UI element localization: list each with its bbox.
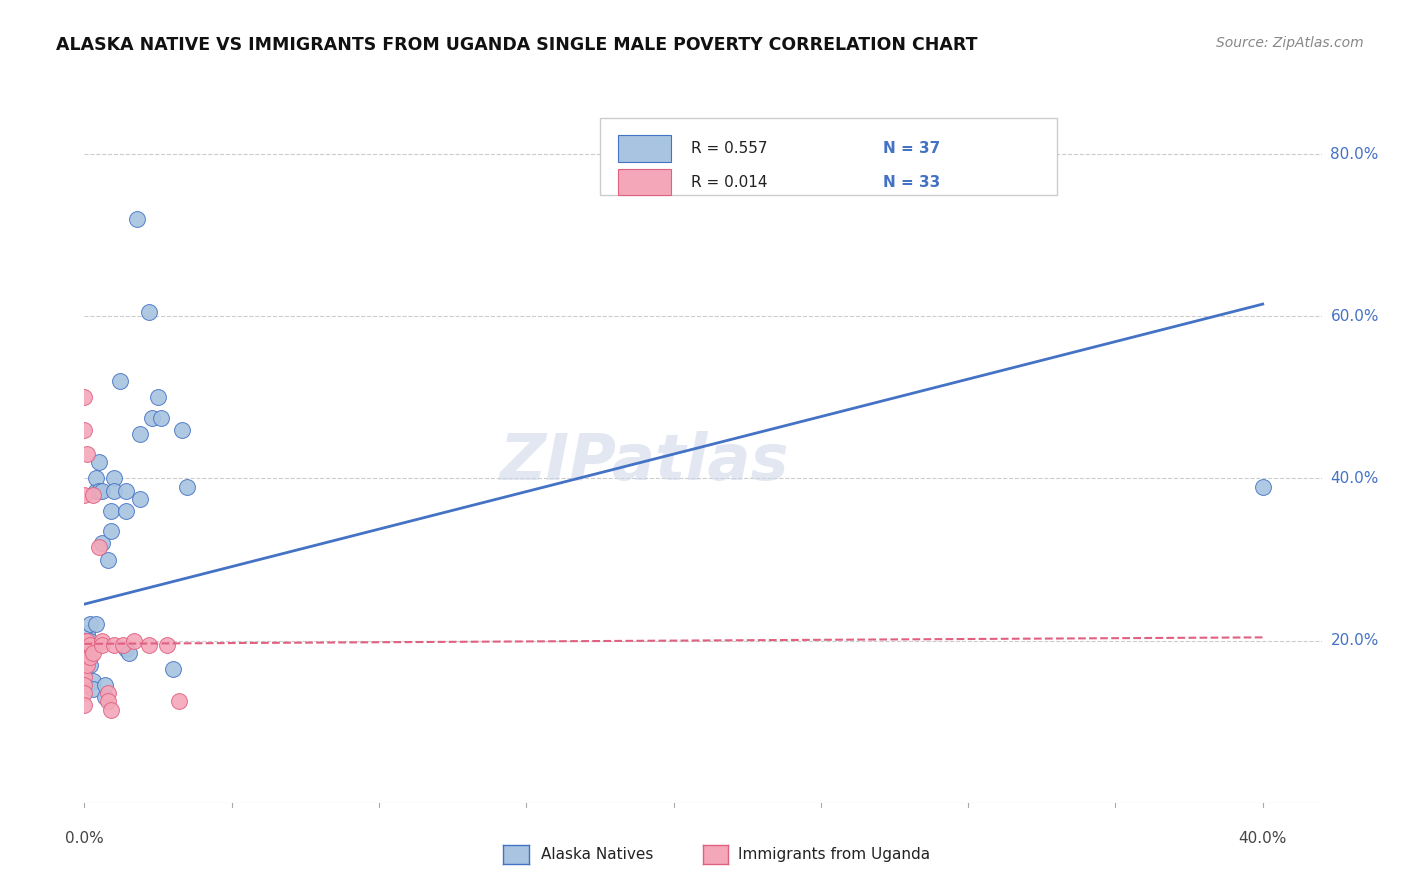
Point <box>82 488 104 502</box>
Point <box>103 471 125 485</box>
Point <box>79 638 101 652</box>
Point <box>73 662 96 676</box>
Point <box>76 633 98 648</box>
FancyBboxPatch shape <box>600 118 1056 194</box>
Point <box>79 657 101 672</box>
Point <box>84 471 107 485</box>
Point <box>79 649 101 664</box>
Point <box>111 638 134 652</box>
Point <box>176 479 198 493</box>
Text: Immigrants from Uganda: Immigrants from Uganda <box>738 847 931 862</box>
Point <box>73 686 96 700</box>
Point <box>162 662 184 676</box>
Point <box>76 625 98 640</box>
Point <box>73 670 96 684</box>
Point <box>91 483 114 498</box>
Point <box>108 374 131 388</box>
Text: 20.0%: 20.0% <box>1330 633 1379 648</box>
Point <box>91 633 114 648</box>
Point <box>84 483 107 498</box>
Point <box>82 674 104 689</box>
Point <box>76 447 98 461</box>
Point <box>141 410 163 425</box>
Point <box>127 211 149 226</box>
Point <box>73 649 96 664</box>
Point <box>146 390 169 404</box>
Point <box>79 633 101 648</box>
Point <box>114 483 136 498</box>
Text: ZIPatlas: ZIPatlas <box>499 431 789 493</box>
Text: N = 37: N = 37 <box>883 141 941 156</box>
Point <box>73 698 96 713</box>
Text: 40.0%: 40.0% <box>1330 471 1379 486</box>
Point <box>103 483 125 498</box>
Text: Alaska Natives: Alaska Natives <box>541 847 654 862</box>
Point <box>1251 479 1274 493</box>
Point <box>82 646 104 660</box>
Point <box>100 702 122 716</box>
Point <box>87 483 110 498</box>
Point <box>100 524 122 538</box>
Point <box>73 633 96 648</box>
Point <box>91 638 114 652</box>
Point <box>129 426 152 441</box>
Point <box>73 390 96 404</box>
Point <box>124 633 146 648</box>
Point <box>97 686 120 700</box>
Text: 0.0%: 0.0% <box>65 831 104 847</box>
Point <box>73 654 96 668</box>
Point <box>91 536 114 550</box>
Point <box>156 638 179 652</box>
Point <box>114 504 136 518</box>
Text: R = 0.557: R = 0.557 <box>692 141 768 156</box>
Point <box>73 423 96 437</box>
Point <box>94 690 117 705</box>
Point <box>76 657 98 672</box>
Point <box>76 641 98 656</box>
Point <box>117 646 139 660</box>
Text: R = 0.014: R = 0.014 <box>692 175 768 189</box>
Point <box>170 423 193 437</box>
Point <box>73 488 96 502</box>
Text: N = 33: N = 33 <box>883 175 941 189</box>
Point <box>97 552 120 566</box>
Point <box>84 617 107 632</box>
FancyBboxPatch shape <box>617 169 671 195</box>
Point <box>73 641 96 656</box>
Point <box>167 694 190 708</box>
Point <box>73 678 96 692</box>
Point <box>149 410 172 425</box>
Point <box>82 682 104 697</box>
Point <box>79 617 101 632</box>
Point <box>138 638 160 652</box>
Point <box>100 504 122 518</box>
Point <box>103 638 125 652</box>
Text: 60.0%: 60.0% <box>1330 309 1379 324</box>
Point <box>87 541 110 555</box>
Point <box>97 694 120 708</box>
Point <box>87 455 110 469</box>
FancyBboxPatch shape <box>617 136 671 162</box>
Text: 80.0%: 80.0% <box>1330 146 1379 161</box>
Point <box>138 305 160 319</box>
Point <box>76 641 98 656</box>
Point <box>94 678 117 692</box>
Text: ALASKA NATIVE VS IMMIGRANTS FROM UGANDA SINGLE MALE POVERTY CORRELATION CHART: ALASKA NATIVE VS IMMIGRANTS FROM UGANDA … <box>56 36 977 54</box>
Point <box>114 641 136 656</box>
Text: Source: ZipAtlas.com: Source: ZipAtlas.com <box>1216 36 1364 50</box>
Point <box>129 491 152 506</box>
Text: 40.0%: 40.0% <box>1239 831 1286 847</box>
Point <box>76 649 98 664</box>
